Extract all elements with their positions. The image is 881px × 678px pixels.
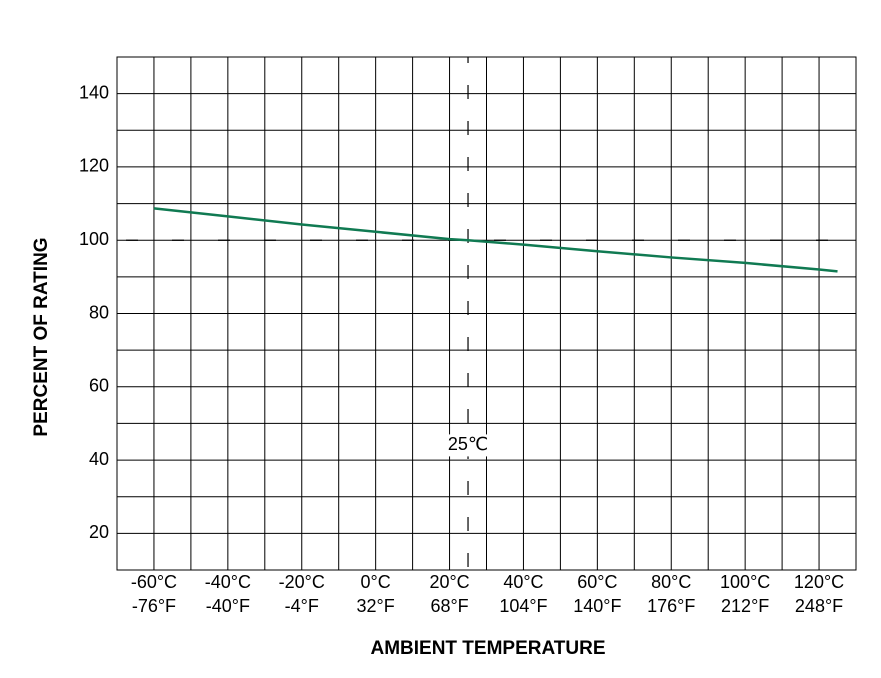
y-tick-label: 120	[79, 156, 109, 176]
x-tick-label: 100°C	[720, 572, 770, 592]
y-tick-label: 140	[79, 82, 109, 102]
x-tick-label-secondary: -40°F	[206, 596, 250, 616]
annotation-background	[444, 434, 493, 457]
x-tick-label-secondary: 68°F	[430, 596, 468, 616]
x-tick-label: 40°C	[503, 572, 543, 592]
y-tick-label: 20	[89, 522, 109, 542]
x-tick-label: -20°C	[279, 572, 325, 592]
x-tick-label: 60°C	[577, 572, 617, 592]
x-tick-label: 20°C	[429, 572, 469, 592]
x-tick-label-secondary: 212°F	[721, 596, 769, 616]
x-tick-label-secondary: 140°F	[573, 596, 621, 616]
plot-border	[116, 56, 857, 571]
x-tick-label-secondary: -4°F	[285, 596, 319, 616]
y-tick-label: 80	[89, 302, 109, 322]
x-tick-label-secondary: -76°F	[132, 596, 176, 616]
y-tick-label: 60	[89, 376, 109, 396]
x-tick-label-secondary: 176°F	[647, 596, 695, 616]
x-tick-label: -60°C	[131, 572, 177, 592]
x-tick-label: -40°C	[205, 572, 251, 592]
x-tick-label: 120°C	[794, 572, 844, 592]
x-tick-label-secondary: 32°F	[357, 596, 395, 616]
data-line	[153, 207, 838, 273]
x-tick-label-secondary: 104°F	[499, 596, 547, 616]
y-tick-label: 100	[79, 229, 109, 249]
annotation: 25℃	[448, 434, 488, 454]
x-axis-title: AMBIENT TEMPERATURE	[370, 638, 605, 659]
x-tick-label-secondary: 248°F	[795, 596, 843, 616]
x-tick-label: 0°C	[361, 572, 391, 592]
y-axis-title: PERCENT OF RATING	[31, 237, 52, 436]
x-tick-label: 80°C	[651, 572, 691, 592]
y-tick-label: 40	[89, 449, 109, 469]
